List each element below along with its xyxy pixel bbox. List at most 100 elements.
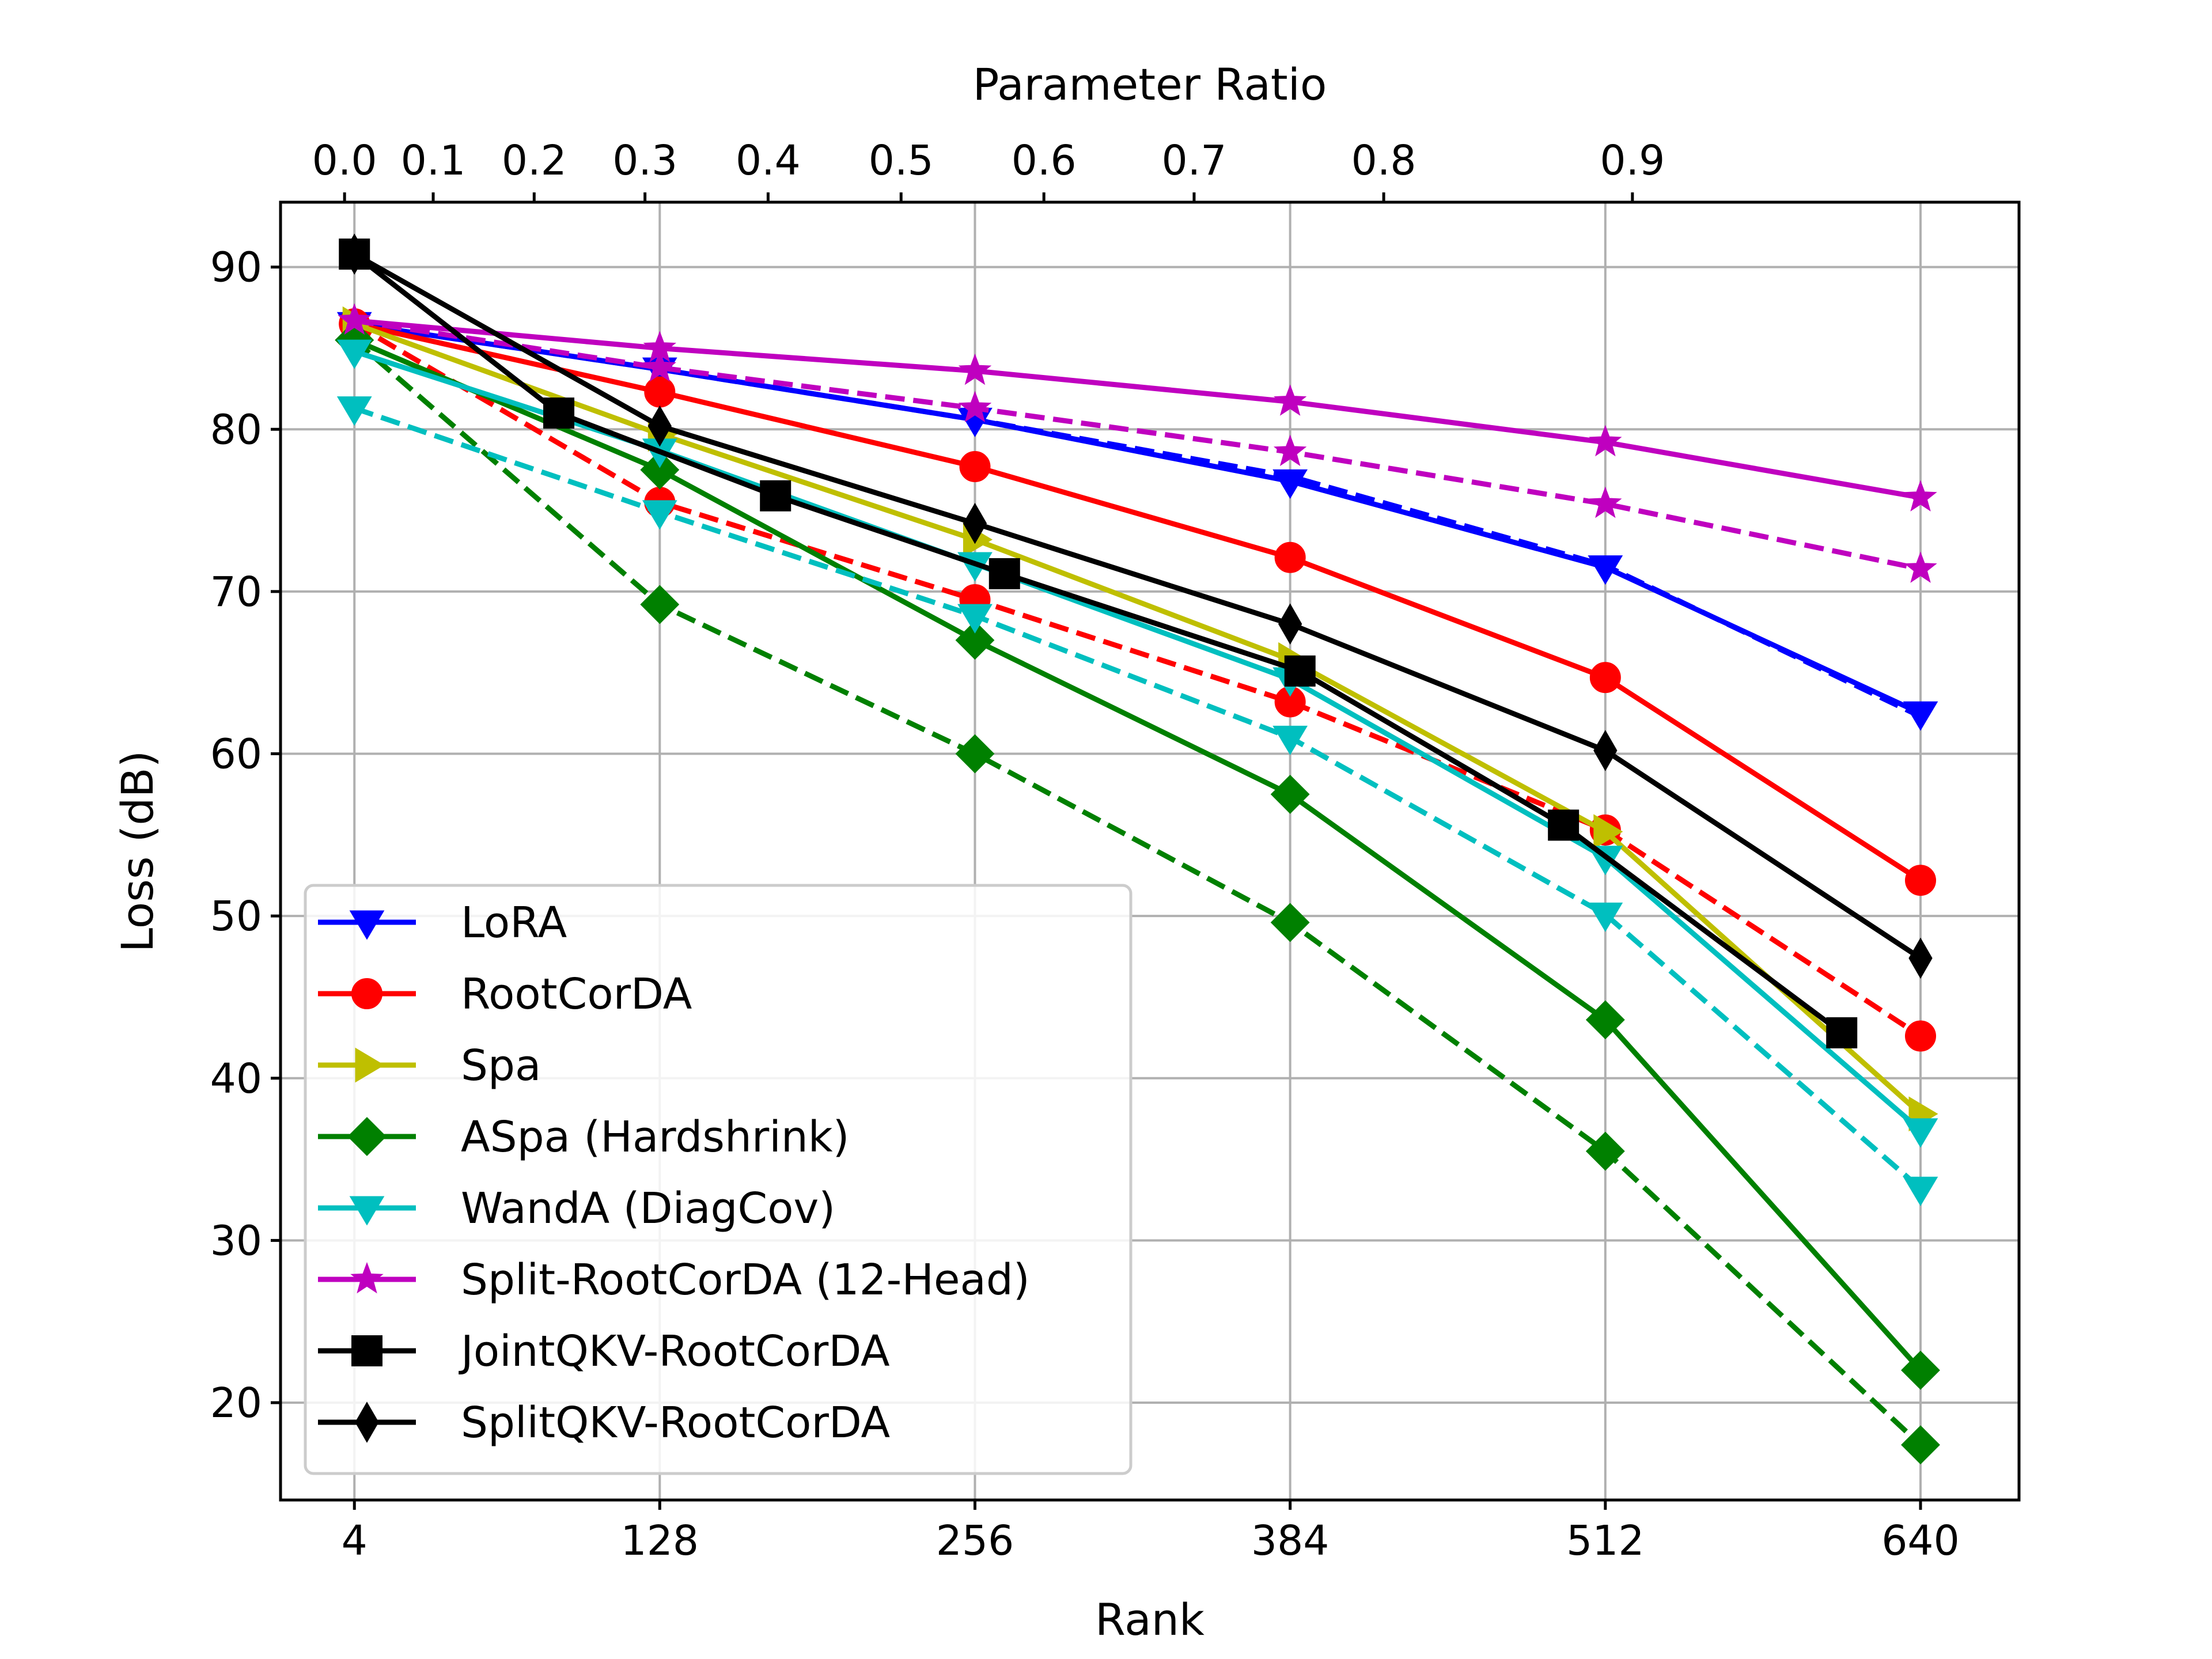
legend: LoRA RootCorDA Spa ASpa (Hardshrink) WandA (… — [304, 884, 1132, 1475]
data-point-wanda-diagcov-dashed — [1272, 725, 1308, 755]
top-tick-label: 0.8 — [1351, 137, 1416, 184]
data-point-wanda-diagcov-dashed — [642, 500, 677, 530]
top-tick-label: 0.4 — [736, 137, 801, 184]
legend-box — [304, 884, 1132, 1475]
data-point-split-rootcorda-12-head-dashed — [1273, 434, 1307, 467]
data-point-wanda-diagcov — [1903, 1118, 1938, 1148]
plot-frame — [279, 200, 2021, 1502]
x-tick-label: 128 — [621, 1517, 699, 1565]
y-tick-label: 60 — [210, 730, 262, 778]
series-line-splitqkv-rootcorda — [353, 252, 1922, 961]
legend-swatch-marker — [349, 1196, 385, 1226]
data-point-rootcorda — [1905, 865, 1937, 896]
legend-label: RootCorDA — [461, 969, 692, 1019]
y-tick-label: 70 — [210, 568, 262, 616]
top-tick-label: 0.3 — [612, 137, 677, 184]
data-point-rootcorda — [644, 376, 676, 408]
legend-entry-splitqkv-rootcorda: SplitQKV-RootCorDA — [318, 1398, 891, 1448]
data-point-split-rootcorda-12-head-dashed — [1589, 486, 1622, 518]
data-point-aspa-hardshrink-dashed — [1585, 1131, 1625, 1171]
x-tick-label: 640 — [1881, 1517, 1960, 1565]
legend-entry-lora: LoRA — [318, 898, 567, 948]
data-point-splitqkv-rootcorda — [342, 233, 366, 275]
data-point-aspa-hardshrink-dashed — [1270, 903, 1310, 942]
data-point-splitqkv-rootcorda — [963, 502, 987, 544]
data-point-splitqkv-rootcorda — [1908, 937, 1933, 979]
top-tick-label: 0.0 — [312, 137, 377, 184]
series-rootcorda — [339, 308, 1937, 896]
data-point-wanda-diagcov-dashed — [1588, 902, 1623, 932]
data-point-split-rootcorda-12-head-dashed — [1904, 551, 1937, 583]
series-splitqkv-rootcorda — [342, 233, 1933, 979]
legend-swatch-marker — [350, 1262, 384, 1294]
top-tick-label: 0.7 — [1161, 137, 1226, 184]
top-tick-label: 0.9 — [1600, 137, 1665, 184]
data-point-wanda-diagcov-dashed — [336, 396, 372, 426]
series-line-split-rootcorda-12-head-dashed — [354, 318, 1921, 571]
legend-entry-jointqkv-rootcorda: JointQKV-RootCorDA — [318, 1327, 890, 1376]
legend-label: Split-RootCorDA (12-Head) — [461, 1255, 1030, 1305]
x-tick-label: 4 — [342, 1517, 368, 1565]
legend-label: ASpa (Hardshrink) — [461, 1112, 849, 1162]
series-line-wanda-diagcov-dashed — [353, 406, 1922, 1191]
data-point-aspa-hardshrink — [1270, 775, 1310, 814]
data-point-rootcorda-dashed — [1905, 1020, 1937, 1052]
data-point-jointqkv-rootcorda — [760, 480, 791, 512]
legend-label: SplitQKV-RootCorDA — [461, 1398, 891, 1448]
top-tick-label: 0.1 — [401, 137, 466, 184]
y-tick-label: 50 — [210, 892, 262, 940]
x-axis-title: Rank — [1095, 1594, 1205, 1645]
top-tick-label: 0.6 — [1012, 137, 1077, 184]
data-point-aspa-hardshrink — [640, 450, 680, 490]
data-point-jointqkv-rootcorda — [543, 397, 575, 429]
y-tick-label: 40 — [210, 1055, 262, 1103]
data-point-splitqkv-rootcorda — [647, 405, 672, 447]
legend-label: Spa — [461, 1041, 541, 1090]
x-tick-label: 512 — [1566, 1517, 1645, 1565]
data-point-split-rootcorda-12-head — [1904, 480, 1937, 512]
series-wanda-diagcov-dashed — [336, 396, 1938, 1206]
data-point-split-rootcorda-12-head — [1273, 384, 1307, 416]
data-point-splitqkv-rootcorda — [1278, 603, 1302, 645]
series-line-split-rootcorda-12-head — [354, 318, 1921, 501]
y-axis-title: Loss (dB) — [112, 751, 163, 953]
legend-swatch-marker — [355, 1402, 379, 1443]
data-point-split-rootcorda-12-head — [958, 353, 992, 385]
data-point-wanda-diagcov — [336, 339, 372, 369]
y-tick-label: 80 — [210, 406, 262, 453]
axis-ticks: 4 128 256 384 512 640 20 30 40 50 60 70 80 90 0.0 0.1 0.… — [210, 137, 1960, 1565]
data-point-jointqkv-rootcorda — [1284, 655, 1316, 687]
data-point-split-rootcorda-12-head — [1589, 425, 1622, 457]
plot-series — [335, 233, 1940, 1465]
series-jointqkv-rootcorda — [339, 238, 1858, 1048]
top-tick-label: 0.5 — [869, 137, 934, 184]
legend-swatch-marker — [347, 1117, 387, 1156]
legend-swatch-marker — [355, 1047, 385, 1083]
data-point-aspa-hardshrink-dashed — [955, 734, 995, 774]
data-point-jointqkv-rootcorda — [1826, 1017, 1858, 1048]
legend-swatch-marker — [351, 978, 382, 1009]
data-point-rootcorda — [1589, 662, 1621, 694]
x-tick-label: 384 — [1251, 1517, 1330, 1565]
series-line-aspa-hardshrink — [353, 338, 1923, 1372]
data-point-aspa-hardshrink — [955, 620, 995, 660]
data-point-split-rootcorda-12-head-dashed — [643, 350, 677, 382]
legend-label: JointQKV-RootCorDA — [459, 1327, 890, 1376]
series-line-aspa-hardshrink-dashed — [353, 338, 1923, 1447]
data-point-jointqkv-rootcorda — [1548, 809, 1580, 841]
legend-entry-rootcorda: RootCorDA — [318, 969, 692, 1019]
data-point-split-rootcorda-12-head-dashed — [958, 391, 992, 423]
legend-swatch-marker — [349, 910, 385, 940]
legend-swatch-marker — [351, 1335, 382, 1366]
series-line-spa — [353, 321, 1923, 1116]
data-point-aspa-hardshrink — [1901, 1350, 1940, 1390]
legend-entry-aspa-hardshrink: ASpa (Hardshrink) — [318, 1112, 849, 1162]
y-tick-label: 90 — [210, 244, 262, 291]
data-point-aspa-hardshrink — [1585, 1000, 1625, 1040]
y-tick-label: 30 — [210, 1217, 262, 1264]
data-point-wanda-diagcov-dashed — [1903, 1176, 1938, 1206]
data-point-aspa-hardshrink-dashed — [1901, 1425, 1940, 1465]
y-tick-label: 20 — [210, 1379, 262, 1427]
data-point-wanda-diagcov-dashed — [957, 604, 993, 634]
legend-entries: LoRA RootCorDA Spa ASpa (Hardshrink) WandA (… — [318, 898, 1030, 1448]
